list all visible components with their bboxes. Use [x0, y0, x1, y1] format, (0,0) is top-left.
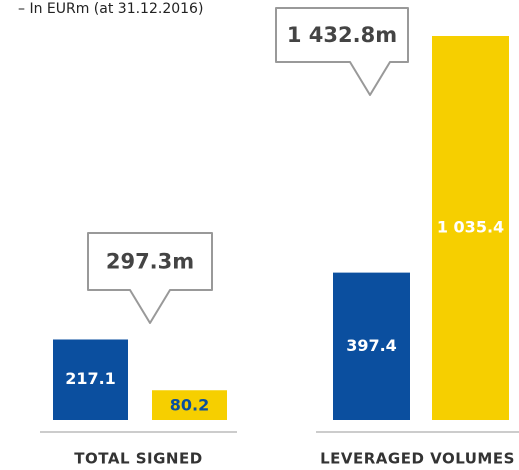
callout-box — [87, 232, 213, 324]
chart-subtitle: – In EURm (at 31.12.2016) — [18, 1, 203, 17]
callout-total: 1 432.8m — [287, 23, 397, 47]
value-label: 217.1 — [65, 369, 116, 388]
callout-total: 297.3m — [106, 250, 194, 274]
bar — [432, 36, 509, 420]
category-label: LEVERAGED VOLUMES — [320, 450, 515, 468]
callout-box — [275, 7, 409, 96]
bar — [152, 390, 227, 420]
value-label: 80.2 — [170, 396, 209, 415]
bar — [53, 339, 128, 420]
category-label: TOTAL SIGNED — [74, 450, 202, 468]
bar — [333, 272, 410, 420]
value-label: 1 035.4 — [437, 218, 504, 237]
value-label: 397.4 — [346, 336, 397, 355]
